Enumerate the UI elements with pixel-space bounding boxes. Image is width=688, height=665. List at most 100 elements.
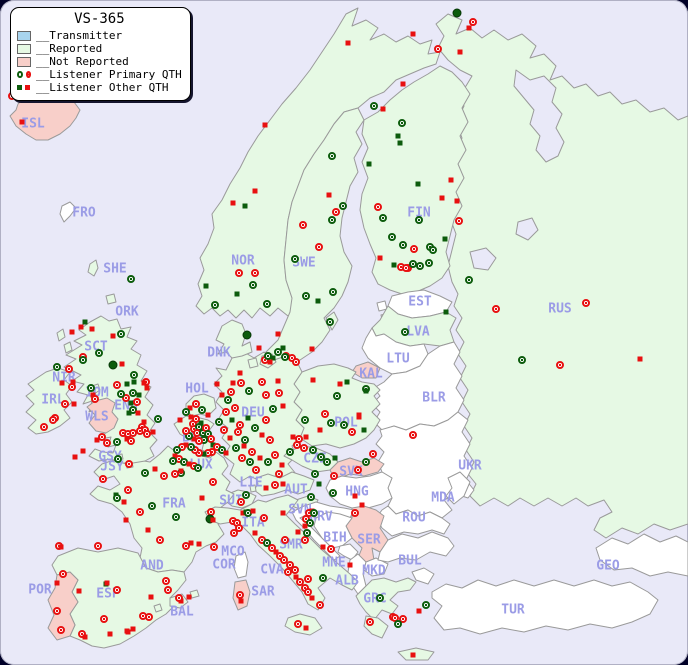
legend-row-reported: __Reported bbox=[17, 42, 182, 55]
country-label-and: AND bbox=[140, 558, 164, 574]
red-ring-marker bbox=[160, 472, 168, 480]
hebrides-island-1 bbox=[56, 328, 66, 342]
red-square-marker bbox=[141, 419, 147, 425]
lake-ladoga bbox=[469, 247, 497, 271]
red-ring-marker bbox=[280, 556, 288, 564]
legend-box: VS-365 __Transmitter __Reported __Not Re… bbox=[10, 7, 191, 101]
green-ring-marker bbox=[317, 453, 325, 461]
red-ring-marker bbox=[220, 426, 228, 434]
red-square-marker bbox=[256, 345, 262, 351]
red-square-marker bbox=[199, 495, 205, 501]
green-ring-marker bbox=[339, 202, 347, 210]
red-ring-marker bbox=[227, 388, 235, 396]
red-square-marker bbox=[240, 510, 246, 516]
red-square-marker bbox=[130, 626, 136, 632]
red-ring-marker bbox=[94, 542, 102, 550]
red-ring-marker bbox=[98, 433, 106, 441]
red-square-marker bbox=[71, 401, 77, 407]
red-ring-marker bbox=[374, 203, 382, 211]
red-ring-marker bbox=[113, 381, 121, 389]
red-square-marker bbox=[250, 508, 256, 514]
red-ring-marker bbox=[366, 618, 374, 626]
red-square-marker bbox=[410, 31, 416, 37]
red-square-icon bbox=[25, 85, 30, 90]
red-square-marker bbox=[59, 380, 65, 386]
red-square-marker bbox=[454, 198, 460, 204]
green-square-marker bbox=[124, 381, 130, 387]
red-square-marker bbox=[439, 195, 445, 201]
green-ring-marker bbox=[113, 438, 121, 446]
red-ring-marker bbox=[434, 45, 442, 53]
red-ring-marker bbox=[330, 472, 338, 480]
country-shape-nor bbox=[195, 7, 441, 319]
country-shape-geo bbox=[595, 533, 688, 577]
red-square-marker bbox=[237, 370, 243, 376]
country-label-fra: FRA bbox=[162, 496, 186, 512]
country-label-nor: NOR bbox=[231, 253, 255, 269]
primary-qth-symbols bbox=[17, 71, 31, 78]
red-ring-marker bbox=[209, 478, 217, 486]
red-square-marker bbox=[119, 361, 125, 367]
red-ring-marker bbox=[207, 435, 215, 443]
red-ring-marker bbox=[294, 620, 302, 628]
country-label-mne: MNE bbox=[322, 555, 346, 571]
red-ring-marker bbox=[175, 594, 183, 602]
red-square-marker bbox=[148, 594, 154, 600]
green-ring-marker bbox=[114, 455, 122, 463]
red-ring-marker bbox=[271, 481, 279, 489]
green-square-marker bbox=[280, 345, 286, 351]
red-square-marker bbox=[275, 378, 281, 384]
green-ring-marker bbox=[328, 216, 336, 224]
green-ring-marker bbox=[182, 408, 190, 416]
red-square-marker bbox=[326, 192, 332, 198]
sicily-island bbox=[284, 613, 323, 636]
country-shape-dnk bbox=[215, 319, 253, 359]
green-ring-marker bbox=[307, 493, 315, 501]
red-square-marker bbox=[273, 549, 279, 555]
funen-island bbox=[247, 357, 259, 369]
green-ring-marker bbox=[264, 352, 272, 360]
red-ring-marker bbox=[292, 358, 300, 366]
green-ring-marker bbox=[242, 491, 250, 499]
green-square-marker bbox=[131, 379, 137, 385]
red-square-marker bbox=[637, 356, 643, 362]
red-ring-marker bbox=[68, 383, 76, 391]
green-ring-marker bbox=[251, 424, 259, 432]
country-label-alb: ALB bbox=[335, 573, 359, 589]
red-square-marker bbox=[238, 598, 244, 604]
red-square-marker bbox=[267, 359, 273, 365]
red-ring-marker bbox=[125, 460, 133, 468]
green-square-marker bbox=[344, 379, 350, 385]
red-square-marker bbox=[54, 580, 60, 586]
red-ring-marker bbox=[582, 299, 590, 307]
red-ring-marker bbox=[409, 431, 417, 439]
red-ring-marker bbox=[327, 545, 335, 553]
red-ring-marker bbox=[351, 509, 359, 517]
red-ring-marker bbox=[492, 305, 500, 313]
legend-title: VS-365 bbox=[74, 11, 125, 27]
country-label-she: SHE bbox=[103, 261, 127, 277]
transmitter-swatch bbox=[17, 30, 31, 41]
green-square-marker bbox=[391, 262, 397, 268]
red-ring-marker bbox=[99, 475, 107, 483]
red-square-marker bbox=[89, 326, 95, 332]
red-square-marker bbox=[188, 540, 194, 546]
red-square-marker bbox=[121, 499, 127, 505]
green-ring-marker bbox=[79, 356, 87, 364]
red-square-marker bbox=[187, 405, 193, 411]
red-square-marker bbox=[107, 631, 113, 637]
red-ring-marker bbox=[171, 470, 179, 478]
red-square-marker bbox=[317, 427, 323, 433]
red-ring-marker bbox=[291, 566, 299, 574]
red-ring-marker bbox=[222, 408, 230, 416]
green-square-marker bbox=[198, 420, 204, 426]
green-ring-marker bbox=[286, 448, 294, 456]
country-label-ork: ORK bbox=[115, 304, 139, 320]
country-label-tur: TUR bbox=[501, 602, 525, 618]
red-square-marker bbox=[280, 481, 286, 487]
green-ring-marker bbox=[302, 292, 310, 300]
red-ring-marker bbox=[230, 529, 238, 537]
red-square-marker bbox=[241, 443, 247, 449]
country-label-kal: KAL bbox=[359, 366, 383, 382]
